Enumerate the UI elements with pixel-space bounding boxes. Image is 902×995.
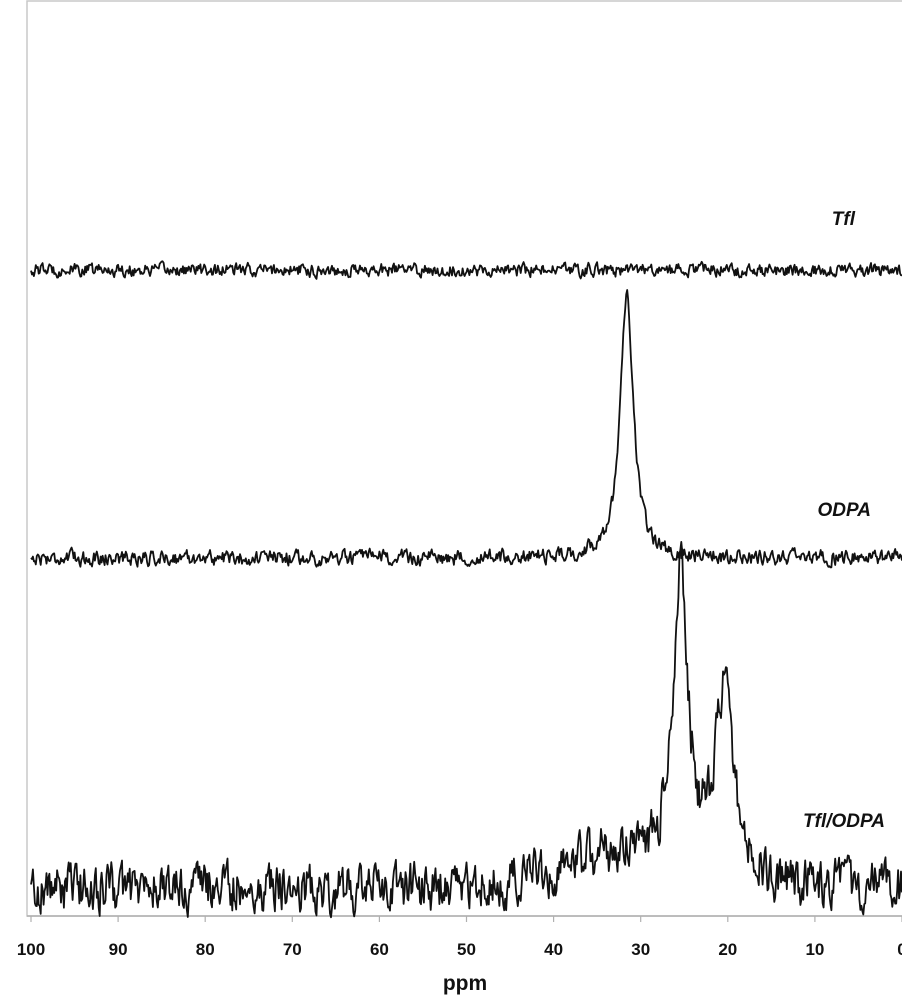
x-axis-title: ppm xyxy=(443,972,487,995)
x-tick-label: 50 xyxy=(457,940,476,959)
x-tick-label: 0 xyxy=(897,940,902,959)
spectrum-line-tfl xyxy=(30,260,902,280)
x-tick-label: 70 xyxy=(283,940,302,959)
x-tick-label: 100 xyxy=(17,940,45,959)
spectra-traces xyxy=(30,260,902,919)
x-tick-label: 40 xyxy=(544,940,563,959)
series-labels: Tfl ODPA Tfl/ODPA xyxy=(803,209,885,832)
x-axis-ticks: 1009080706050403020100 xyxy=(17,916,902,959)
plot-frame xyxy=(26,0,902,917)
series-label-tfl: Tfl xyxy=(832,209,856,230)
x-tick-label: 30 xyxy=(631,940,650,959)
x-tick-label: 10 xyxy=(805,940,824,959)
x-tick-label: 60 xyxy=(370,940,389,959)
spectrum-line-odpa xyxy=(30,289,902,569)
series-label-tfl-odpa: Tfl/ODPA xyxy=(803,811,885,832)
series-label-odpa: ODPA xyxy=(818,500,871,521)
spectrum-line-tfl-odpa xyxy=(30,541,902,919)
x-tick-label: 90 xyxy=(109,940,128,959)
x-tick-label: 20 xyxy=(718,940,737,959)
x-tick-label: 80 xyxy=(196,940,215,959)
